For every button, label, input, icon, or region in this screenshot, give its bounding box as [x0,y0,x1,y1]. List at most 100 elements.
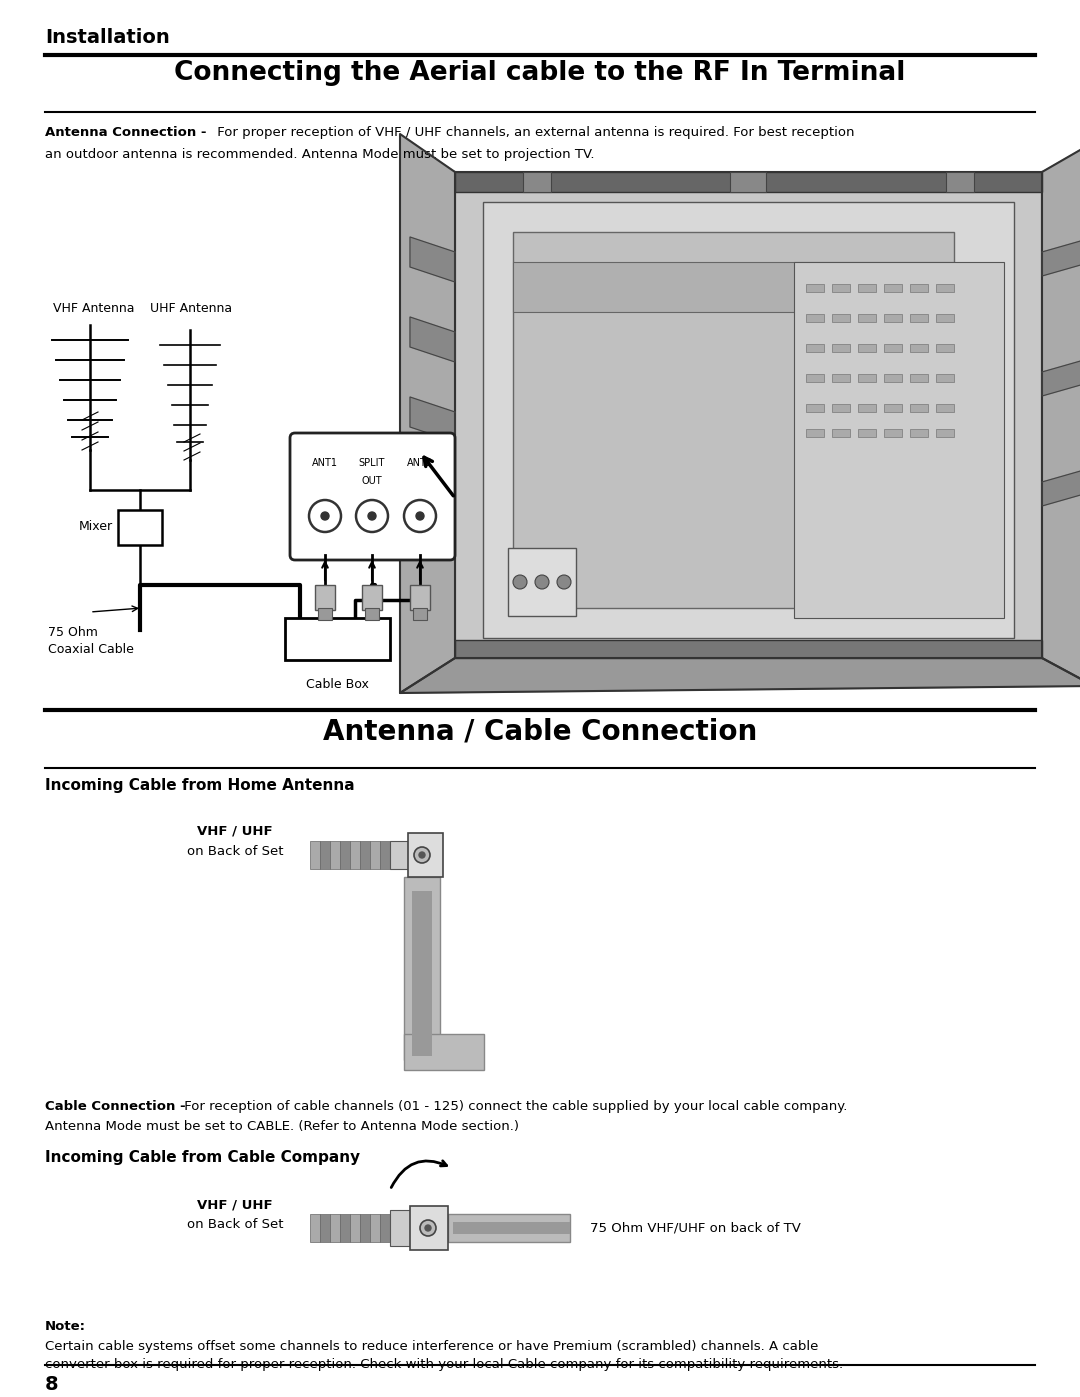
Bar [448,1214,570,1242]
Bar [910,374,928,381]
Bar [513,232,954,608]
Bar [340,841,350,869]
Polygon shape [1042,469,1080,506]
Bar [390,841,408,869]
Bar [858,429,876,437]
Bar [350,841,360,869]
Bar [411,891,432,1056]
Bar [360,1214,370,1242]
Bar [320,841,330,869]
Circle shape [535,576,549,590]
Bar [936,344,954,352]
Circle shape [419,852,426,858]
Circle shape [368,511,376,520]
Circle shape [404,500,436,532]
Bar [832,374,850,381]
Text: Note:: Note: [45,1320,86,1333]
Text: on Back of Set: on Back of Set [187,1218,283,1231]
Text: Incoming Cable from Home Antenna: Incoming Cable from Home Antenna [45,778,354,793]
Text: 8: 8 [45,1375,58,1394]
Bar [410,1206,448,1250]
Circle shape [557,576,571,590]
Text: SPLIT: SPLIT [359,458,386,468]
Bar [285,617,390,659]
Bar [806,374,824,381]
Bar [858,314,876,321]
Bar [885,404,902,412]
Bar [794,263,1004,617]
Bar [832,344,850,352]
Circle shape [420,1220,436,1236]
Circle shape [426,1225,431,1231]
Circle shape [309,500,341,532]
Bar [455,172,1042,658]
Bar [330,841,340,869]
Bar [832,284,850,292]
Text: Installation: Installation [45,28,170,47]
Polygon shape [410,397,455,441]
Bar [858,374,876,381]
Text: Cable Connection -: Cable Connection - [45,1099,186,1113]
Text: Cable Box: Cable Box [306,678,368,692]
Text: VHF Antenna: VHF Antenna [53,302,135,314]
Text: UHF Antenna: UHF Antenna [150,302,232,314]
Bar [508,548,576,616]
Bar [315,585,335,610]
Bar [832,314,850,321]
Text: ANT1: ANT1 [312,458,338,468]
Bar [910,344,928,352]
Bar [413,608,427,620]
Bar [523,172,551,191]
Text: 75 Ohm VHF/UHF on back of TV: 75 Ohm VHF/UHF on back of TV [590,1221,801,1235]
Bar [910,404,928,412]
Bar [806,314,824,321]
Bar [410,585,430,610]
Circle shape [321,511,329,520]
Bar [370,841,380,869]
Text: Antenna Connection -: Antenna Connection - [45,126,206,138]
Polygon shape [400,658,1080,693]
Bar [360,841,370,869]
Bar [946,172,974,191]
Bar [885,374,902,381]
Bar [858,344,876,352]
Bar [806,429,824,437]
Circle shape [416,511,424,520]
Bar [832,429,850,437]
Text: Incoming Cable from Cable Company: Incoming Cable from Cable Company [45,1150,360,1165]
Polygon shape [410,467,455,511]
Bar [320,1214,330,1242]
Bar [453,1222,570,1234]
Text: VHF / UHF: VHF / UHF [198,826,273,838]
Bar [350,1214,360,1242]
Text: Mixer: Mixer [79,521,113,534]
Bar [390,1210,410,1246]
Bar [310,1214,320,1242]
Bar [910,429,928,437]
Text: Antenna / Cable Connection: Antenna / Cable Connection [323,718,757,746]
Bar [310,841,320,869]
Bar [936,374,954,381]
Bar [936,404,954,412]
Bar [330,1214,340,1242]
Bar [362,585,382,610]
Text: on Back of Set: on Back of Set [187,845,283,858]
Bar [318,608,332,620]
Bar [936,429,954,437]
Text: Antenna Mode must be set to CABLE. (Refer to Antenna Mode section.): Antenna Mode must be set to CABLE. (Refe… [45,1120,519,1133]
FancyBboxPatch shape [291,433,455,560]
Bar [365,608,379,620]
Bar [885,314,902,321]
Bar [370,1214,380,1242]
Text: Certain cable systems offset some channels to reduce interference or have Premiu: Certain cable systems offset some channe… [45,1340,843,1370]
Text: VHF / UHF: VHF / UHF [198,1199,273,1211]
Bar [910,284,928,292]
Bar [885,429,902,437]
Text: Connecting the Aerial cable to the RF In Terminal: Connecting the Aerial cable to the RF In… [174,60,906,87]
Circle shape [356,500,388,532]
Text: ANT2: ANT2 [407,458,433,468]
Bar [936,314,954,321]
Text: OUT: OUT [362,476,382,486]
Bar [408,833,443,877]
Text: an outdoor antenna is recommended. Antenna Mode must be set to projection TV.: an outdoor antenna is recommended. Anten… [45,148,594,161]
